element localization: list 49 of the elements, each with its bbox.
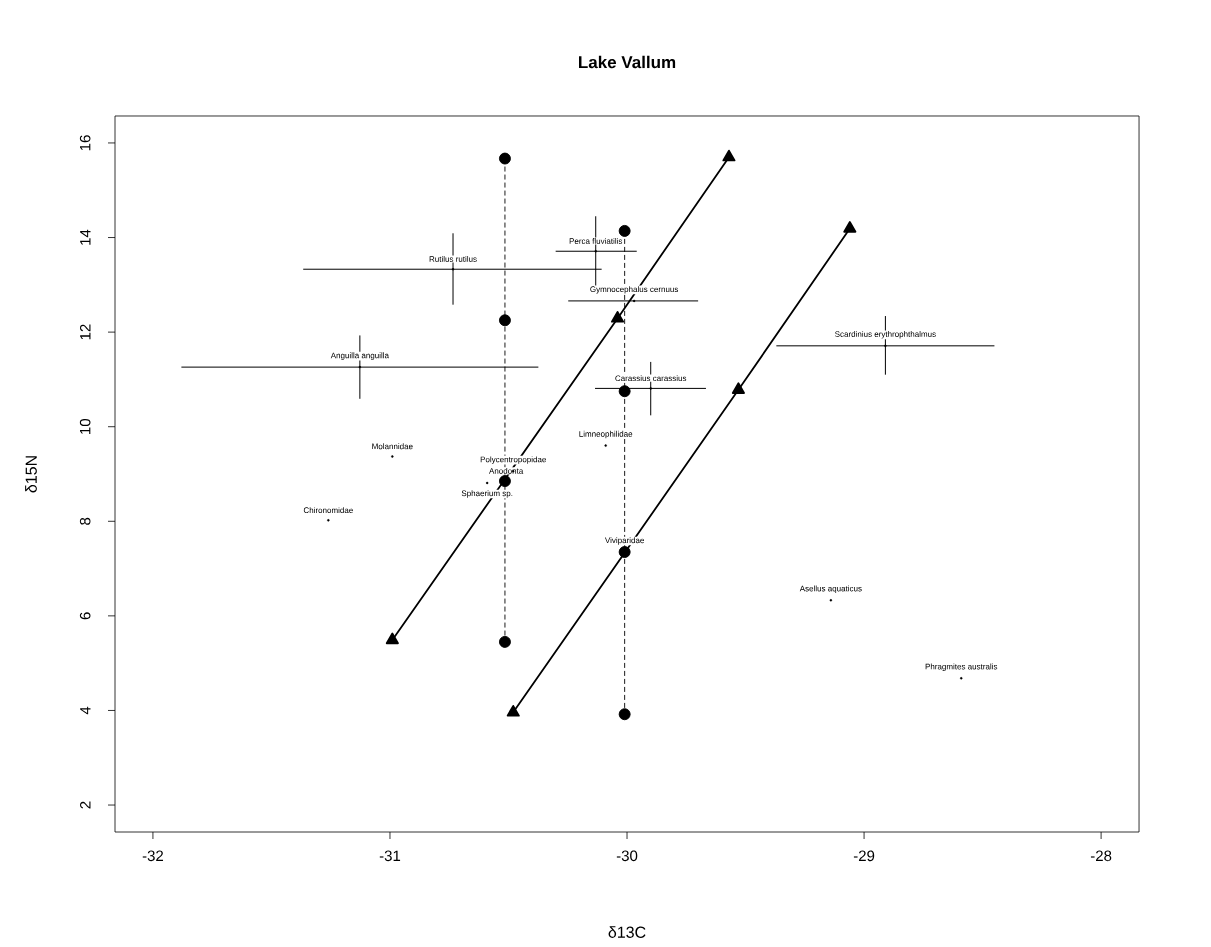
- point: [731, 382, 745, 394]
- point: [594, 250, 597, 253]
- annotation: Molannidae: [372, 443, 413, 450]
- point: [618, 385, 631, 398]
- point: [884, 344, 887, 348]
- y-tick-label: 6: [79, 612, 91, 620]
- annotation: Carassius carassius: [615, 375, 687, 382]
- y-tick-label: 4: [80, 706, 91, 715]
- y-tick-label: 8: [79, 517, 91, 525]
- y-tick-label: 16: [79, 135, 91, 151]
- point: [843, 221, 857, 233]
- point: [385, 632, 399, 645]
- x-axis-title: δ13C: [608, 926, 646, 938]
- annotation: Rutilus rutilus: [429, 256, 477, 262]
- annotation: Anodonta: [489, 467, 524, 474]
- x-tick-label: -31: [379, 850, 401, 862]
- point: [618, 708, 631, 721]
- annotation: Perca fluviatilis: [569, 238, 623, 244]
- x-tick-label: -29: [853, 850, 875, 862]
- point: [722, 149, 736, 162]
- annotation: Phragmites australis: [925, 663, 998, 671]
- annotation: Chironomidae: [303, 507, 353, 514]
- annotation: Anguilla anguilla: [330, 352, 389, 360]
- y-tick-label: 14: [80, 229, 91, 245]
- point: [451, 268, 455, 271]
- point: [649, 387, 652, 390]
- y-axis-title: δ15N: [25, 456, 37, 493]
- point: [498, 152, 511, 165]
- point: [506, 704, 520, 717]
- y-tick-label: 10: [79, 418, 91, 434]
- x-tick-label: -28: [1090, 850, 1112, 862]
- point: [618, 224, 631, 237]
- annotation: Gymnocephalus cernuus: [590, 286, 679, 294]
- y-tick-label: 2: [80, 801, 91, 809]
- y-tick-label: 12: [80, 324, 91, 340]
- annotation: Sphaerium sp.: [461, 490, 513, 498]
- point: [618, 546, 631, 558]
- point: [498, 314, 511, 327]
- annotation: Scardinius erythrophthalmus: [835, 331, 936, 339]
- point: [498, 635, 511, 648]
- x-tick-label: -32: [142, 850, 164, 862]
- point: [611, 311, 625, 323]
- point: [358, 365, 362, 369]
- annotation: Viviparidae: [604, 537, 644, 545]
- annotation: Asellus aquaticus: [799, 585, 862, 593]
- x-tick-label: -30: [616, 850, 638, 862]
- annotation: Polycentropopidae: [480, 456, 546, 464]
- annotation: Limneophilidae: [579, 430, 633, 439]
- chart-title: Lake Vallum: [579, 55, 676, 69]
